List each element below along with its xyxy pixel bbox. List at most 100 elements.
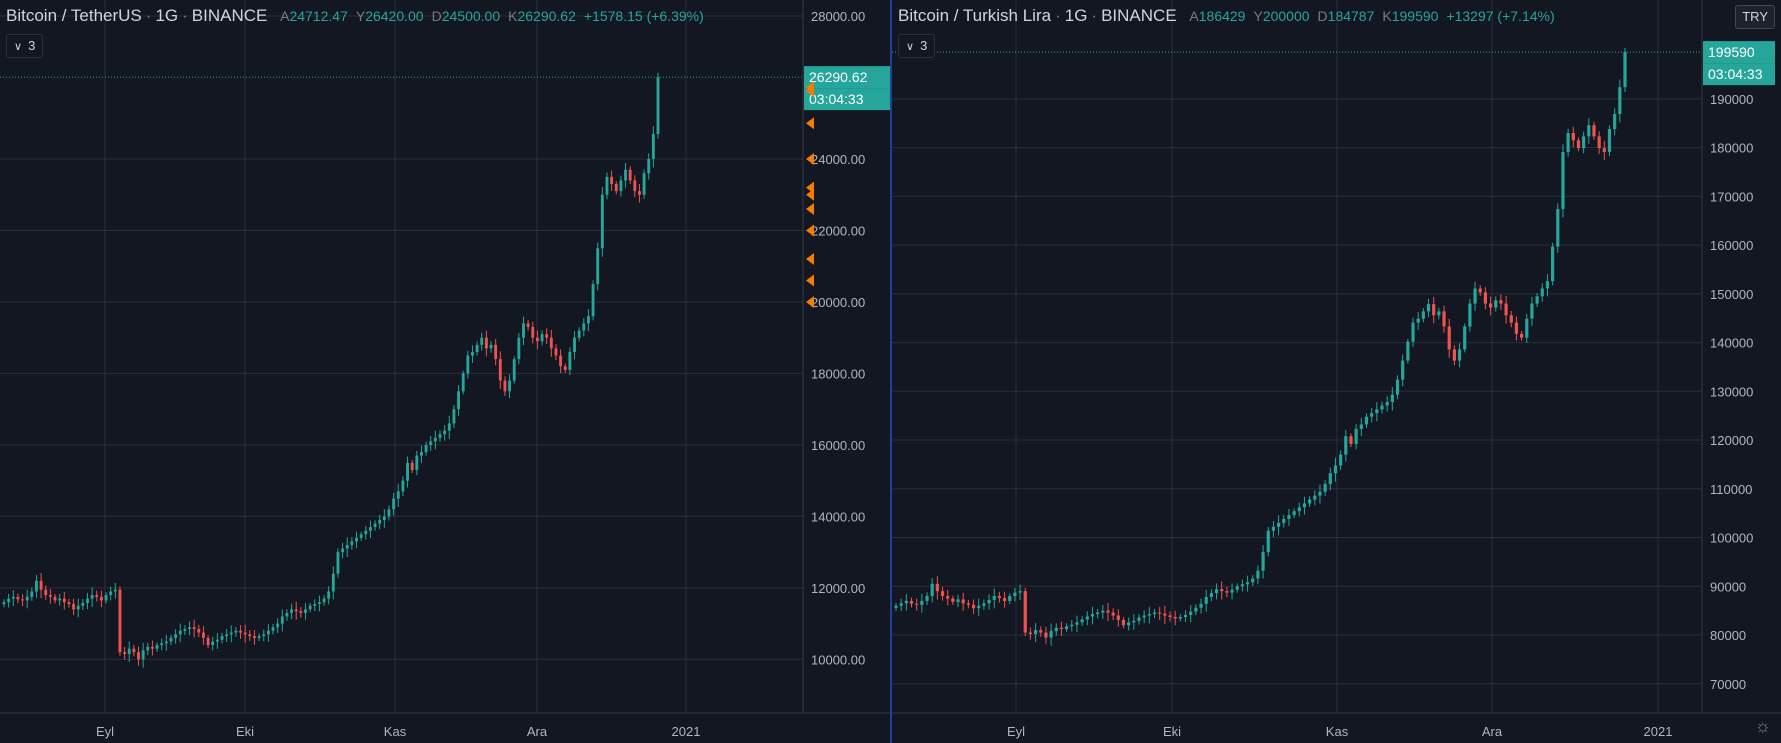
alert-marker[interactable]: [806, 85, 814, 98]
candle-body: [1556, 209, 1560, 247]
btcusdt-candlestick-chart[interactable]: 10000.00 12000.00 14000.00 16000.00 18000.00…: [0, 0, 890, 743]
currency-button[interactable]: TRY: [1735, 5, 1775, 29]
candle-body: [1468, 303, 1472, 327]
candle-body: [517, 337, 521, 360]
candle-body: [1075, 622, 1079, 625]
candle-body: [982, 603, 986, 606]
btctry-indicators-toggle[interactable]: ∨ 3: [898, 34, 936, 58]
btctry-ohlc: A186429 Y200000 D184787 K199590 +13297 (+7.1…: [1189, 8, 1555, 24]
candle-body: [1266, 530, 1270, 553]
btctry-candlestick-chart[interactable]: 70000 80000 90000 100000 110000 120000 130000 1…: [892, 0, 1781, 743]
alert-marker[interactable]: [806, 274, 814, 287]
candle-body: [1178, 616, 1182, 619]
candle-body: [600, 194, 604, 249]
grid: [0, 0, 803, 713]
candle-body: [1535, 296, 1539, 304]
alert-marker[interactable]: [806, 117, 814, 130]
candle-body: [1494, 300, 1498, 308]
candle-body: [904, 600, 908, 604]
candle-body: [508, 380, 512, 392]
y-tick-label: 160000: [1710, 238, 1753, 253]
candle-body: [429, 441, 433, 445]
btcusdt-interval[interactable]: 1G: [155, 6, 179, 25]
candle-body: [1059, 627, 1064, 630]
candle-body: [1416, 318, 1420, 323]
candle-body: [1395, 379, 1400, 395]
candle-body: [48, 595, 52, 597]
candle-body: [1545, 281, 1550, 289]
candle-body: [1359, 424, 1363, 429]
candle-body: [920, 600, 924, 605]
chart-pane-btcusdt[interactable]: 10000.00 12000.00 14000.00 16000.00 18000.00…: [0, 0, 890, 743]
candle-body: [341, 548, 345, 553]
candle-body: [1390, 394, 1394, 403]
alert-marker[interactable]: [806, 295, 814, 308]
candle-body: [638, 191, 641, 195]
candle-body: [605, 176, 609, 195]
candle-body: [1080, 619, 1084, 623]
candle-body: [1571, 132, 1575, 141]
candle-body: [503, 380, 507, 392]
candle-body: [1251, 578, 1255, 583]
btcusdt-indicators-toggle[interactable]: ∨ 3: [6, 34, 44, 58]
btcusdt-legend: Bitcoin / TetherUS · 1G · BINANCE A24712.47 Y…: [6, 6, 704, 25]
candle-body: [1209, 593, 1213, 597]
candle-body: [545, 334, 549, 338]
btctry-symbol[interactable]: Bitcoin / Turkish Lira: [898, 6, 1052, 25]
candle-body: [1096, 612, 1100, 615]
candle-body: [1525, 318, 1529, 338]
candle-body: [253, 636, 256, 638]
candle-body: [290, 609, 294, 613]
countdown-tag: [1703, 63, 1775, 86]
candle-body: [183, 629, 187, 631]
candle-body: [1333, 465, 1338, 474]
x-tick-label: Kas: [1326, 724, 1349, 739]
y-tick-label: 120000: [1710, 433, 1753, 448]
candle-body: [415, 455, 419, 470]
candle-body: [1457, 349, 1462, 361]
pane-divider[interactable]: [890, 0, 892, 743]
alert-marker[interactable]: [806, 188, 814, 201]
alert-marker[interactable]: [806, 224, 814, 237]
candle-body: [86, 598, 89, 603]
candle-body: [1116, 615, 1120, 620]
candle-body: [141, 650, 145, 660]
alert-marker[interactable]: [806, 253, 814, 266]
candle-body: [577, 330, 581, 338]
candle-body: [1287, 515, 1291, 520]
candle-body: [940, 591, 945, 597]
last-price-text: 199590: [1708, 44, 1755, 60]
candles: [894, 47, 1627, 646]
alert-marker[interactable]: [806, 152, 814, 165]
candle-body: [123, 652, 127, 655]
candle-body: [596, 248, 600, 285]
btctry-interval[interactable]: 1G: [1064, 6, 1088, 25]
y-tick-label: 150000: [1710, 287, 1753, 302]
candle-body: [633, 180, 637, 192]
candle-body: [1204, 596, 1208, 604]
alert-marker[interactable]: [806, 203, 814, 216]
candle-body: [531, 326, 535, 338]
candle-body: [118, 589, 122, 653]
candle-body: [1168, 615, 1172, 617]
candle-body: [512, 359, 516, 381]
gear-icon[interactable]: ☼: [1754, 716, 1772, 736]
candle-body: [7, 598, 11, 603]
candle-body: [1044, 632, 1048, 638]
candle-body: [656, 77, 660, 134]
candle-body: [387, 509, 391, 517]
candle-body: [410, 462, 414, 470]
candle-body: [1235, 586, 1239, 590]
candle-body: [956, 599, 960, 602]
chart-pane-btctry[interactable]: 70000 80000 90000 100000 110000 120000 130000 1…: [892, 0, 1781, 743]
candle-body: [299, 611, 303, 613]
btcusdt-symbol[interactable]: Bitcoin / TetherUS: [6, 6, 142, 25]
candle-body: [1318, 491, 1322, 496]
last-price-text: 26290.62: [809, 69, 868, 85]
candle-body: [76, 605, 80, 610]
btcusdt-exchange: BINANCE: [191, 6, 268, 25]
candle-body: [331, 573, 335, 592]
btctry-low: 184787: [1327, 8, 1375, 24]
candle-body: [443, 430, 447, 435]
candle-body: [1447, 326, 1451, 350]
